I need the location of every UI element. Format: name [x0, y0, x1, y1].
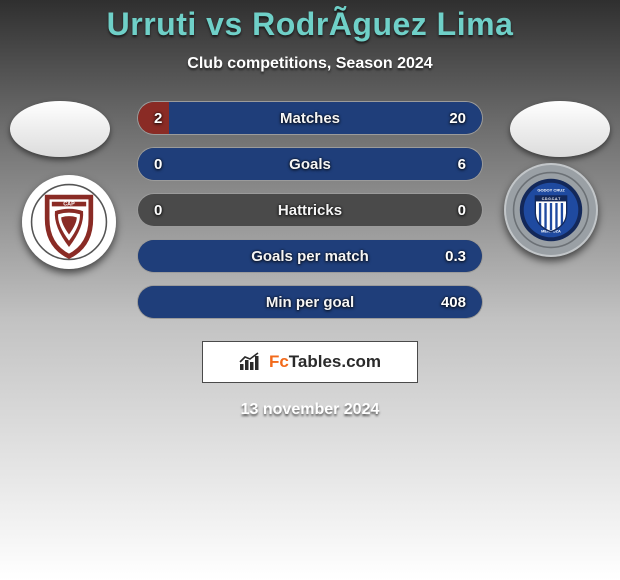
stat-row: 0Hattricks0: [137, 193, 483, 227]
stat-row: 2Matches20: [137, 101, 483, 135]
logo-part-2: Tables: [289, 352, 342, 371]
right-badge-text-top: GODOY CRUZ: [537, 187, 565, 192]
club-badge-left: CAP: [22, 175, 116, 269]
content-wrapper: Urruti vs RodrÃ­guez Lima Club competiti…: [0, 0, 620, 580]
stat-row: Goals per match0.3: [137, 239, 483, 273]
club-badge-right: GODOY CRUZ MENDOZA C.D.G.C.A.T: [504, 163, 598, 257]
stat-value-right: 408: [441, 294, 466, 311]
club-badge-left-icon: CAP: [30, 183, 108, 261]
bar-chart-icon: [239, 352, 263, 372]
source-logo-text: FcTables.com: [269, 352, 381, 372]
stat-value-right: 20: [449, 110, 466, 127]
stats-container: 2Matches200Goals60Hattricks0Goals per ma…: [137, 101, 483, 319]
stat-value-right: 6: [458, 156, 466, 173]
page-title: Urruti vs RodrÃ­guez Lima: [0, 0, 620, 43]
stat-value-right: 0.3: [445, 248, 466, 265]
stat-label: Hattricks: [138, 202, 482, 219]
stat-label: Min per goal: [138, 294, 482, 311]
comparison-arena: CAP GODOY CRUZ MENDOZA C.D.G.C.A.T: [0, 101, 620, 319]
stat-label: Goals per match: [138, 248, 482, 265]
source-logo-box: FcTables.com: [202, 341, 418, 383]
left-badge-text: CAP: [63, 202, 75, 208]
stat-value-right: 0: [458, 202, 466, 219]
logo-part-1: Fc: [269, 352, 289, 371]
club-badge-right-icon: GODOY CRUZ MENDOZA C.D.G.C.A.T: [512, 171, 590, 249]
stat-label: Goals: [138, 156, 482, 173]
stat-row: 0Goals6: [137, 147, 483, 181]
right-badge-text-mid: C.D.G.C.A.T: [542, 197, 561, 201]
report-date: 13 november 2024: [0, 401, 620, 419]
player-avatar-left: [10, 101, 110, 157]
stat-label: Matches: [138, 110, 482, 127]
stat-row: Min per goal408: [137, 285, 483, 319]
page-subtitle: Club competitions, Season 2024: [0, 55, 620, 73]
player-avatar-right: [510, 101, 610, 157]
logo-part-3: .com: [341, 352, 381, 371]
